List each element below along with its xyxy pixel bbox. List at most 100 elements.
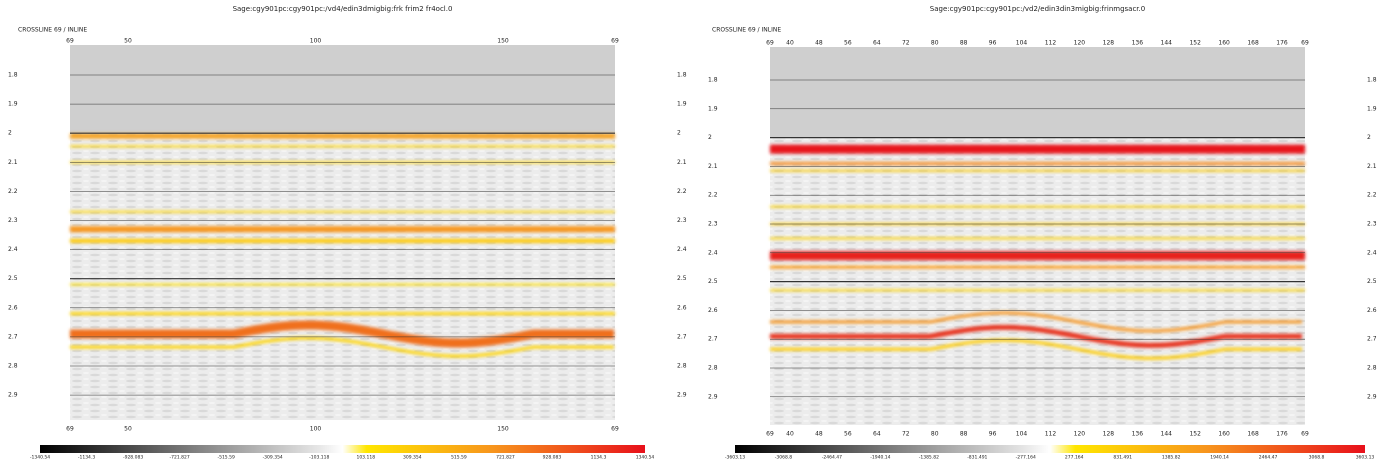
event <box>770 237 1305 240</box>
inline-label: 48 <box>815 431 823 438</box>
event <box>770 311 1302 333</box>
colorbar-label: 103.118 <box>356 455 375 461</box>
time-label: 2.7 <box>1367 336 1377 343</box>
colorbar-label: 1940.14 <box>1210 455 1229 461</box>
inline-label: 69 <box>1301 431 1309 438</box>
colorbar-label: -831.491 <box>967 455 987 461</box>
inline-label: 104 <box>1016 431 1028 438</box>
colorbar-label: 721.827 <box>496 455 515 461</box>
inline-label: 48 <box>815 40 823 47</box>
colorbar-label: -309.354 <box>263 455 283 461</box>
inline-label: 69 <box>66 38 74 45</box>
colorbar-label: 515.59 <box>451 455 467 461</box>
inline-label: 128 <box>1103 40 1115 47</box>
inline-label: 96 <box>989 431 997 438</box>
inline-label: 100 <box>310 38 322 45</box>
time-label: 2 <box>1367 134 1371 141</box>
time-label: 2.6 <box>1367 307 1377 314</box>
inline-label: 136 <box>1132 431 1144 438</box>
inline-label: 40 <box>786 431 794 438</box>
colorbar-label: 1385.82 <box>1162 455 1181 461</box>
event <box>770 144 1305 154</box>
time-label: 1.8 <box>708 77 718 84</box>
panel: Sage:cgy901pc:cgy901pc:/vd4/edin3dmigbig… <box>8 5 687 461</box>
colorbar-label: 1134.3 <box>591 455 607 461</box>
inline-label: 80 <box>931 40 939 47</box>
inline-label: 150 <box>497 426 509 433</box>
time-label: 2.5 <box>1367 278 1377 285</box>
time-label: 2.5 <box>677 275 687 282</box>
inline-label: 112 <box>1045 431 1057 438</box>
time-label: 2.8 <box>677 363 687 370</box>
event <box>770 169 1305 172</box>
colorbar-label: 277.164 <box>1065 455 1084 461</box>
event <box>770 265 1305 269</box>
time-label: 2 <box>708 134 712 141</box>
time-label: 1.8 <box>677 72 687 79</box>
time-label: 2.5 <box>8 275 18 282</box>
colorbar-label: -277.164 <box>1016 455 1036 461</box>
inline-label: 80 <box>931 431 939 438</box>
panel: Sage:cgy901pc:cgy901pc:/vd2/edin3din3mig… <box>708 5 1377 461</box>
colorbar-label: -3603.13 <box>725 455 745 461</box>
inline-label: 120 <box>1074 40 1086 47</box>
time-label: 2.2 <box>8 188 18 195</box>
colorbar-label: -103.118 <box>309 455 329 461</box>
colorbar <box>40 445 645 453</box>
inline-label: 88 <box>960 431 968 438</box>
colorbar-label: -1340.54 <box>30 455 50 461</box>
time-label: 2.3 <box>708 221 718 228</box>
inline-label: 152 <box>1189 40 1201 47</box>
inline-label: 160 <box>1218 40 1230 47</box>
colorbar-label: 3603.13 <box>1356 455 1375 461</box>
colorbar-label: -3068.8 <box>775 455 793 461</box>
time-label: 2.7 <box>8 333 18 340</box>
time-label: 1.9 <box>8 101 18 108</box>
time-label: 2.7 <box>708 336 718 343</box>
event <box>770 289 1305 292</box>
panel-title: Sage:cgy901pc:cgy901pc:/vd2/edin3din3mig… <box>930 5 1145 13</box>
inline-label: 144 <box>1161 431 1173 438</box>
colorbar-label: 2464.47 <box>1259 455 1278 461</box>
amplitude-events <box>70 133 615 358</box>
colorbar-label: -1134.3 <box>78 455 96 461</box>
inline-label: 69 <box>611 38 619 45</box>
event <box>70 283 615 286</box>
inline-label: 152 <box>1189 431 1201 438</box>
inline-label: 69 <box>766 40 774 47</box>
time-label: 2.4 <box>708 249 718 256</box>
time-label: 2.1 <box>1367 163 1377 170</box>
event <box>770 162 1305 166</box>
time-label: 2.8 <box>1367 365 1377 372</box>
time-label: 2.5 <box>708 278 718 285</box>
colorbar-label: -721.827 <box>169 455 189 461</box>
inline-label: 69 <box>1301 40 1309 47</box>
inline-label: 64 <box>873 431 881 438</box>
inline-label: 40 <box>786 40 794 47</box>
inline-label: 56 <box>844 431 852 438</box>
inline-label: 176 <box>1276 40 1288 47</box>
time-label: 2.4 <box>1367 249 1377 256</box>
inline-label: 69 <box>611 426 619 433</box>
time-label: 2.1 <box>708 163 718 170</box>
panel-title: Sage:cgy901pc:cgy901pc:/vd4/edin3dmigbig… <box>233 5 453 13</box>
inline-label: 69 <box>66 426 74 433</box>
time-label: 2.1 <box>8 159 18 166</box>
inline-label: 160 <box>1218 431 1230 438</box>
time-label: 2.3 <box>8 217 18 224</box>
time-label: 1.9 <box>1367 105 1377 112</box>
time-label: 2.9 <box>677 392 687 399</box>
inline-label: 64 <box>873 40 881 47</box>
time-label: 1.9 <box>708 105 718 112</box>
inline-label: 128 <box>1103 431 1115 438</box>
event <box>70 226 615 233</box>
colorbar-label: -1385.82 <box>919 455 939 461</box>
time-label: 2.2 <box>708 192 718 199</box>
colorbar-label: 3068.8 <box>1309 455 1325 461</box>
inline-label: 168 <box>1247 40 1259 47</box>
colorbar <box>735 445 1365 453</box>
inline-label: 69 <box>766 431 774 438</box>
inline-label: 168 <box>1247 431 1259 438</box>
time-label: 2.8 <box>708 365 718 372</box>
